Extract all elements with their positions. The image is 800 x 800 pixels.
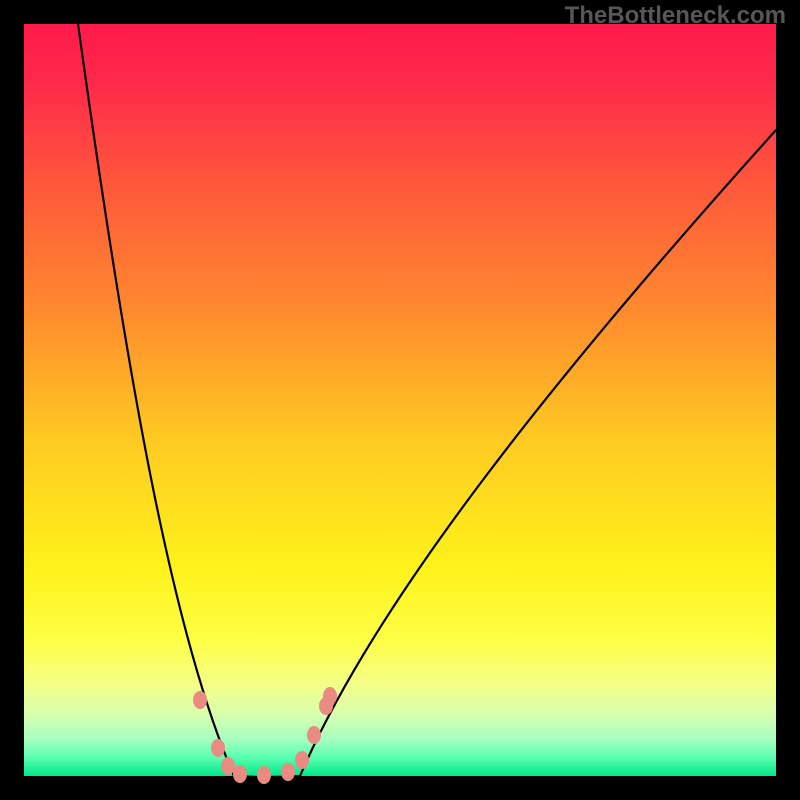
watermark-text: TheBottleneck.com [565, 2, 786, 30]
data-marker [323, 687, 337, 705]
chart-overlay [0, 0, 800, 800]
data-marker [295, 751, 309, 769]
data-marker [307, 726, 321, 744]
data-marker [221, 757, 235, 775]
chart-container: TheBottleneck.com [0, 0, 800, 800]
data-marker [281, 763, 295, 781]
data-marker [193, 691, 207, 709]
data-marker [211, 739, 225, 757]
data-marker [257, 766, 271, 784]
data-marker [233, 765, 247, 783]
bottleneck-curve [78, 24, 776, 777]
